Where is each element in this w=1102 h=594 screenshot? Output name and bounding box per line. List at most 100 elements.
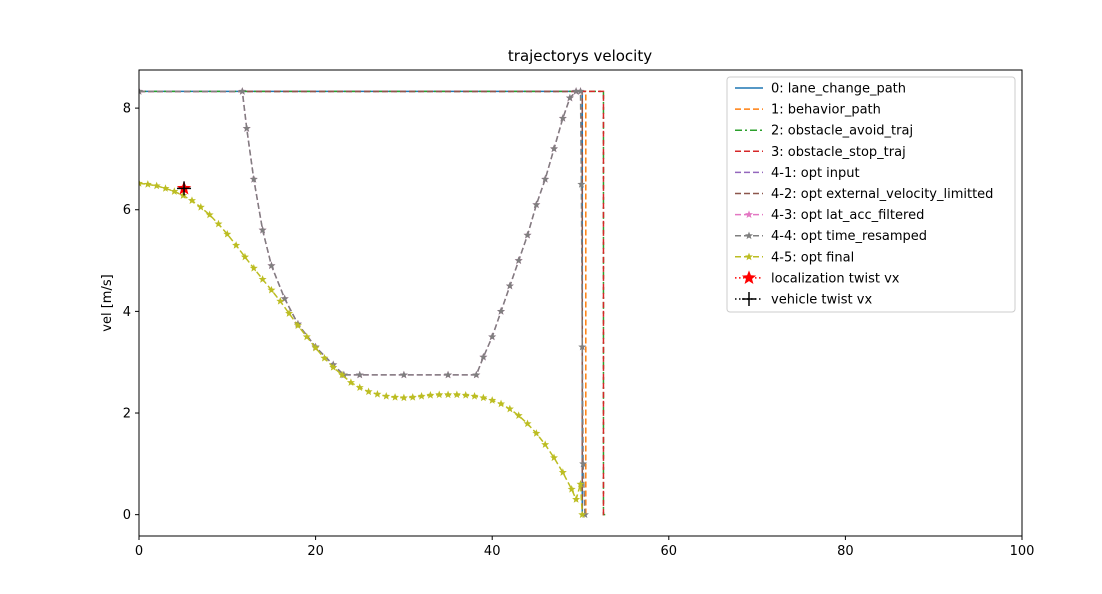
series-line-3 [139, 90, 606, 516]
series-8-point [143, 180, 152, 188]
series-3 [139, 90, 606, 516]
x-tick-label: 80 [837, 544, 854, 559]
series-8-point [249, 263, 258, 272]
series-7-point [579, 459, 588, 468]
series-8-point [258, 275, 267, 283]
legend-item-5: 4-2: opt external_velocity_limitted [735, 187, 993, 202]
series-8-point [523, 419, 532, 428]
series-8-point [497, 399, 506, 408]
legend-label: 4-5: opt final [771, 250, 854, 265]
legend-item-2: 2: obstacle_avoid_traj [735, 124, 913, 139]
series-7-point [565, 93, 574, 102]
series-8-point [205, 210, 214, 219]
axes-frame [138, 69, 1023, 537]
series-8-point [391, 393, 400, 401]
legend-item-8: 4-5: opt final [735, 250, 854, 265]
legend-label: vehicle twist vx [771, 293, 872, 308]
series-8-point [444, 390, 453, 399]
x-tick-label: 20 [307, 544, 324, 559]
series-8-point [161, 184, 170, 192]
legend-label: 2: obstacle_avoid_traj [771, 124, 913, 139]
series-7-point [472, 370, 481, 379]
series-8-point [338, 370, 347, 379]
legend-item-1: 1: behavior_path [735, 103, 881, 118]
series-8-point [364, 387, 373, 396]
series-7-point [258, 225, 267, 234]
series-8-point [399, 393, 408, 402]
series-8-point [276, 297, 285, 305]
legend-marker [742, 292, 756, 306]
y-tick-label: 6 [123, 203, 131, 218]
series-8-point [329, 363, 338, 371]
axis-ticks: 0 20 40 60 80 100 0 2 4 6 8 [123, 102, 1035, 559]
series-8-point [240, 252, 249, 261]
series-7-point [444, 370, 453, 379]
series-8-point [567, 485, 576, 493]
series-8-point [470, 392, 479, 400]
series-7-point [532, 200, 541, 209]
series-7-point [523, 230, 532, 239]
series-8-point [578, 510, 587, 519]
series-8-point [488, 396, 497, 404]
series-8-point [311, 343, 320, 352]
y-axis-label: vel [m/s] [100, 274, 115, 331]
series-7-point [267, 261, 276, 270]
legend-label: 1: behavior_path [771, 103, 881, 118]
series-10 [177, 181, 192, 196]
series-8-point [302, 332, 311, 341]
legend-item-0: 0: lane_change_path [735, 82, 906, 97]
plot-area [139, 87, 606, 519]
series-7-point [399, 370, 408, 379]
legend-item-4: 4-1: opt input [735, 166, 860, 181]
x-tick-label: 0 [135, 544, 143, 559]
chart-title: trajectorys velocity [508, 47, 652, 65]
series-8-point [572, 495, 581, 503]
legend-marker [745, 231, 753, 240]
series-8-point [417, 392, 426, 400]
series-8-point [139, 179, 143, 187]
series-7-point [242, 124, 251, 132]
series-7-point [479, 352, 488, 361]
legend-label: 0: lane_change_path [771, 82, 906, 97]
legend-item-3: 3: obstacle_stop_traj [735, 145, 906, 160]
legend-label: 4-2: opt external_velocity_limitted [771, 187, 993, 202]
series-8-point [382, 392, 391, 400]
series-7-point [578, 342, 587, 351]
legend-label: 4-3: opt lat_acc_filtered [771, 208, 924, 223]
series-8-point [505, 404, 514, 413]
series-8-point [435, 390, 444, 399]
series-8-point [532, 429, 541, 437]
x-tick-label: 40 [484, 544, 501, 559]
series-line-1 [139, 90, 588, 516]
series-8-point [576, 479, 585, 488]
legend-item-6: 4-3: opt lat_acc_filtered [735, 208, 924, 223]
legend-item-9: localization twist vx [735, 270, 900, 286]
series-7-point [576, 87, 585, 95]
series-7-point [572, 87, 581, 95]
series-8-point [541, 440, 550, 448]
legend-label: 4-1: opt input [771, 166, 860, 181]
legend-label: localization twist vx [771, 271, 900, 286]
legend-label: 4-4: opt time_resamped [771, 229, 927, 244]
legend-marker [741, 270, 757, 284]
x-tick-label: 60 [661, 544, 678, 559]
series-7-point [558, 114, 567, 122]
series-8-point [514, 411, 523, 419]
series-8-point [232, 241, 241, 249]
series-8-point [558, 468, 567, 476]
series-8-point [452, 390, 461, 399]
series-8-point [223, 229, 232, 238]
series-7-point [577, 180, 586, 188]
legend-marker [745, 210, 753, 218]
series-8-point [152, 181, 161, 190]
series-8-point [550, 453, 558, 462]
series-8-point [408, 393, 417, 401]
series-7-point [488, 332, 497, 341]
series-7-point [355, 370, 364, 379]
series-7-point [505, 281, 514, 290]
series-8-point [293, 321, 302, 330]
legend-marker [745, 252, 753, 261]
legend-box [726, 76, 1016, 313]
series-8-point [346, 378, 355, 386]
